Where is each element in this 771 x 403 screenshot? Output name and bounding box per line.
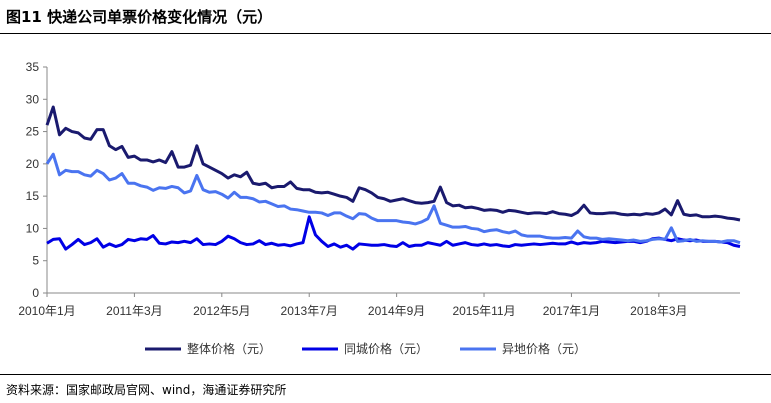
y-tick-label: 30	[26, 92, 40, 106]
y-tick-label: 0	[32, 286, 39, 300]
title-rule	[0, 33, 771, 34]
x-tick-label: 2017年1月	[543, 304, 600, 318]
y-axis-ticks: 0 5 10 15 20 25 30 35	[26, 60, 47, 300]
y-tick-label: 15	[26, 189, 40, 203]
y-tick-label: 25	[26, 125, 40, 139]
legend-label-1: 整体价格（元）	[187, 341, 271, 356]
x-tick-label: 2018年3月	[630, 304, 687, 318]
series-line-1	[45, 105, 741, 222]
source-note: 资料来源：国家邮政局官网、wind，海通证券研究所	[6, 383, 287, 397]
legend-label-3: 异地价格（元）	[502, 341, 586, 356]
series-line-3	[45, 152, 741, 245]
chart-axes	[46, 67, 740, 294]
y-tick-label: 35	[26, 60, 40, 74]
chart-series	[45, 105, 741, 251]
y-tick-label: 5	[32, 254, 39, 268]
x-tick-label: 2010年1月	[18, 304, 75, 318]
x-tick-label: 2011年3月	[106, 304, 162, 318]
y-tick-label: 10	[26, 221, 40, 235]
source-rule	[0, 374, 771, 375]
figure-title: 图11 快递公司单票价格变化情况（元）	[6, 8, 273, 26]
x-tick-label: 2013年7月	[281, 304, 338, 318]
x-axis-ticks: 2010年1月 2011年3月 2012年5月 2013年7月 2014年9月 2015年…	[18, 293, 688, 318]
x-tick-label: 2015年11月	[452, 304, 515, 318]
x-tick-label: 2012年5月	[193, 304, 250, 318]
x-tick-label: 2014年9月	[368, 304, 425, 318]
chart-legend: 整体价格（元） 同城价格（元） 异地价格（元）	[145, 341, 586, 356]
legend-label-2: 同城价格（元）	[344, 341, 428, 356]
y-tick-label: 20	[26, 157, 40, 171]
